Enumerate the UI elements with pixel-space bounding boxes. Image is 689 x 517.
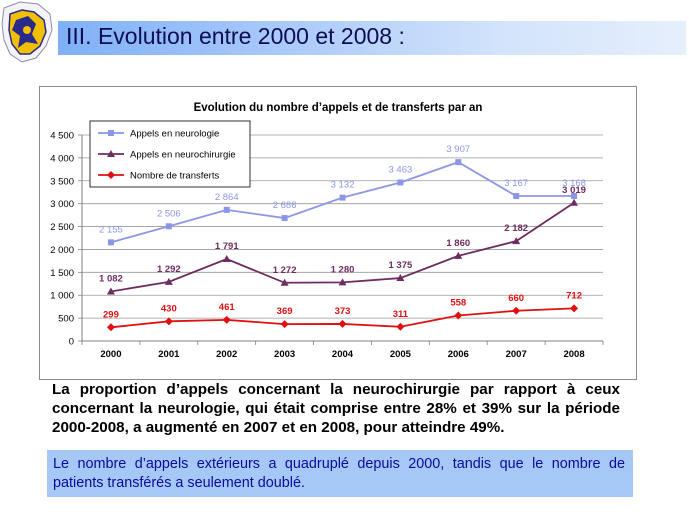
- data-label: 712: [566, 290, 582, 301]
- data-label: 299: [103, 309, 119, 320]
- line-chart: Evolution du nombre d’appels et de trans…: [50, 102, 604, 360]
- x-tick-label: 2004: [332, 349, 354, 360]
- data-point: [222, 255, 231, 263]
- data-label: 3 463: [388, 164, 412, 175]
- y-tick-label: 2 500: [50, 222, 74, 233]
- data-point: [165, 223, 172, 230]
- data-label: 1 375: [388, 260, 412, 271]
- y-tick-label: 3 000: [50, 199, 74, 210]
- data-label: 1 791: [215, 241, 239, 252]
- data-point: [280, 320, 289, 329]
- x-tick-label: 2002: [216, 349, 237, 360]
- data-point: [339, 194, 346, 201]
- data-label: 3 019: [562, 185, 586, 196]
- data-point: [454, 311, 463, 320]
- data-label: 461: [219, 302, 236, 313]
- data-point: [338, 319, 347, 328]
- data-point: [106, 287, 115, 295]
- y-tick-label: 1 000: [50, 291, 74, 302]
- slide-title: III. Evolution entre 2000 et 2008 :: [66, 23, 405, 49]
- data-point: [570, 198, 579, 206]
- data-label: 2 686: [273, 200, 297, 211]
- data-point: [396, 322, 405, 331]
- data-point: [223, 206, 230, 213]
- legend-marker: [107, 171, 115, 179]
- x-tick-label: 2007: [506, 349, 527, 360]
- data-label: 660: [508, 293, 524, 304]
- chart-frame: Evolution du nombre d’appels et de trans…: [39, 86, 637, 380]
- data-label: 430: [161, 303, 177, 314]
- legend-label: Nombre de transferts: [130, 171, 219, 182]
- data-label: 3 907: [446, 144, 470, 155]
- x-tick-label: 2008: [563, 349, 584, 360]
- data-label: 2 155: [99, 224, 123, 235]
- x-tick-label: 2006: [448, 349, 469, 360]
- paragraph-calls-summary: Le nombre d’appels extérieurs a quadrupl…: [53, 456, 625, 491]
- data-point: [280, 278, 289, 286]
- data-point: [106, 323, 115, 332]
- x-tick-label: 2001: [158, 349, 180, 360]
- data-point: [454, 251, 463, 259]
- data-label: 1 860: [446, 238, 470, 249]
- data-label: 3 167: [504, 178, 528, 189]
- data-label: 558: [450, 297, 466, 308]
- paragraph-neurosurgery-proportion: La proportion d’appels concernant la neu…: [52, 381, 620, 436]
- y-tick-label: 3 500: [50, 176, 74, 187]
- data-label: 1 272: [273, 265, 297, 276]
- y-tick-label: 0: [69, 337, 74, 348]
- data-label: 1 292: [157, 264, 181, 275]
- data-label: 3 168: [562, 178, 586, 189]
- data-point: [396, 274, 405, 282]
- data-point: [281, 215, 288, 222]
- data-label: 1 082: [99, 273, 123, 284]
- highlight-box: Le nombre d’appels extérieurs a quadrupl…: [47, 450, 633, 497]
- data-point: [397, 179, 404, 186]
- data-point: [512, 237, 521, 245]
- data-point: [513, 193, 520, 200]
- data-point: [571, 192, 578, 199]
- legend-marker: [107, 150, 115, 157]
- data-point: [338, 278, 347, 286]
- data-point: [164, 277, 173, 285]
- data-point: [455, 159, 462, 166]
- legend-label: Appels en neurochirurgie: [130, 150, 236, 161]
- x-tick-label: 2003: [274, 349, 295, 360]
- data-point: [222, 315, 231, 324]
- data-point: [164, 317, 173, 326]
- data-label: 2 182: [504, 223, 528, 234]
- chart-title: Evolution du nombre d’appels et de trans…: [194, 102, 483, 114]
- title-bar: III. Evolution entre 2000 et 2008 :: [58, 21, 686, 55]
- data-point: [107, 239, 114, 246]
- data-point: [570, 304, 579, 313]
- x-tick-label: 2005: [390, 349, 412, 360]
- y-tick-label: 1 500: [50, 268, 74, 279]
- data-label: 369: [277, 306, 293, 317]
- data-label: 311: [393, 309, 409, 320]
- y-tick-label: 2 000: [50, 245, 74, 256]
- coat-of-arms-icon: [1, 1, 53, 63]
- data-label: 373: [335, 306, 351, 317]
- y-tick-label: 500: [58, 314, 74, 325]
- data-label: 2 864: [215, 192, 239, 203]
- x-tick-label: 2000: [100, 349, 121, 360]
- legend-label: Appels en neurologie: [130, 129, 219, 140]
- legend-marker: [108, 130, 114, 136]
- y-tick-label: 4 500: [50, 131, 74, 142]
- data-label: 3 132: [331, 180, 355, 191]
- data-point: [512, 306, 521, 315]
- data-label: 1 280: [331, 264, 355, 275]
- y-tick-label: 4 000: [50, 153, 74, 164]
- data-label: 2 506: [157, 208, 181, 219]
